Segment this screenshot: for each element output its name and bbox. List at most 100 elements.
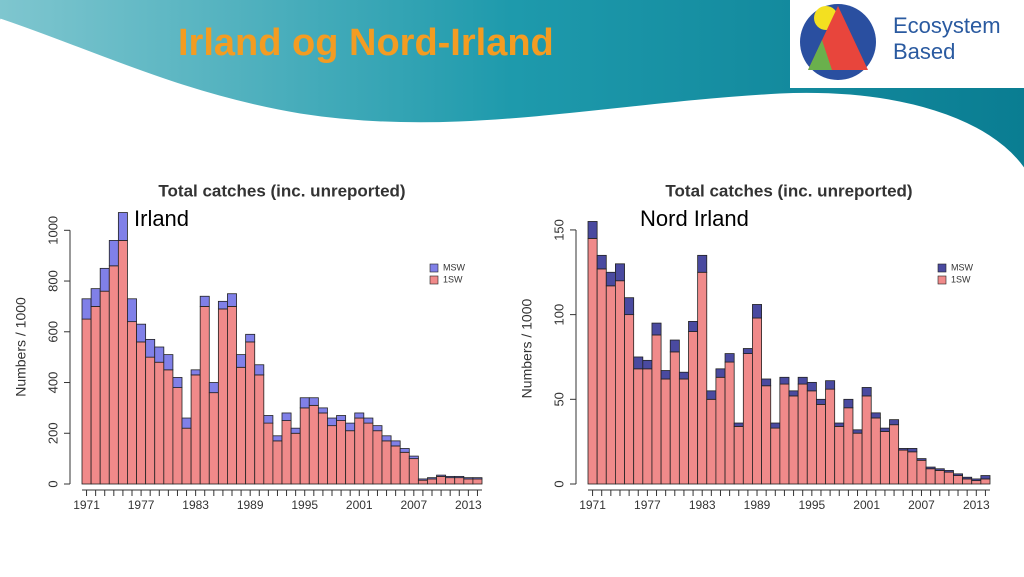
- bar-segment: [761, 385, 772, 485]
- bar-segment: [971, 480, 982, 485]
- bar-segment: [834, 426, 845, 485]
- bar-segment: [208, 392, 219, 485]
- bar-segment: [742, 348, 753, 354]
- annotation: Nord Irland: [640, 206, 749, 231]
- bar-segment: [408, 458, 419, 485]
- bar-segment: [752, 304, 762, 319]
- x-tick-label: 1989: [237, 498, 264, 512]
- bar-segment: [390, 445, 401, 485]
- bar-segment: [660, 370, 671, 380]
- logo-text: Based: [893, 39, 955, 64]
- header-curve: [0, 18, 1024, 171]
- bar-segment: [263, 415, 274, 424]
- bar-segment: [688, 331, 699, 485]
- bar-segment: [925, 466, 936, 470]
- y-tick-label: 150: [551, 219, 566, 241]
- bar-segment: [436, 474, 447, 477]
- bar-segment: [761, 378, 772, 387]
- bar-segment: [236, 366, 247, 485]
- bar-segment: [154, 361, 165, 485]
- bar-segment: [327, 425, 337, 485]
- bar-segment: [81, 298, 92, 320]
- bar-segment: [399, 448, 410, 453]
- bar-segment: [879, 431, 890, 485]
- bar-segment: [381, 440, 392, 485]
- bar-segment: [816, 398, 826, 405]
- bar-segment: [463, 477, 474, 480]
- bar-segment: [733, 426, 744, 485]
- bar-segment: [889, 424, 900, 485]
- y-tick-label: 50: [551, 392, 566, 406]
- bar-segment: [642, 359, 653, 370]
- bar-segment: [870, 412, 881, 419]
- bar-segment: [605, 271, 616, 287]
- bar-segment: [263, 422, 274, 485]
- bar-segment: [217, 300, 228, 310]
- bar-segment: [236, 354, 247, 368]
- legend-label: 1SW: [951, 274, 971, 284]
- bar-segment: [199, 306, 210, 485]
- bar-segment: [117, 212, 128, 241]
- bar-segment: [752, 317, 762, 485]
- bar-segment: [779, 383, 790, 485]
- bar-segment: [454, 477, 465, 485]
- bar-segment: [633, 356, 644, 370]
- bar-segment: [308, 397, 319, 406]
- bar-segment: [852, 432, 863, 485]
- bar-segment: [788, 390, 799, 397]
- bar-segment: [299, 407, 310, 485]
- bar-segment: [879, 427, 890, 432]
- bar-segment: [163, 354, 174, 371]
- bar-segment: [181, 417, 192, 429]
- bar-segment: [688, 320, 699, 332]
- bar-segment: [916, 458, 927, 461]
- bar-segment: [290, 432, 301, 485]
- bar-segment: [587, 238, 598, 485]
- annotation: Irland: [134, 206, 189, 231]
- bar-segment: [463, 478, 474, 485]
- bar-segment: [678, 378, 689, 485]
- bar-segment: [190, 374, 201, 485]
- bar-segment: [108, 240, 119, 267]
- bar-segment: [605, 285, 616, 485]
- legend-label: MSW: [443, 262, 466, 272]
- x-tick-label: 1971: [73, 498, 100, 512]
- bar-segment: [962, 478, 973, 485]
- bar-segment: [472, 477, 483, 480]
- bar-segment: [925, 468, 936, 485]
- bar-segment: [136, 341, 147, 485]
- bar-segment: [208, 382, 219, 394]
- bar-segment: [399, 451, 410, 485]
- chart-title: Total catches (inc. unreported): [665, 181, 912, 200]
- bar-segment: [898, 449, 909, 485]
- bar-segment: [678, 371, 689, 380]
- y-axis-label: Numbers / 1000: [519, 298, 535, 398]
- bar-segment: [299, 397, 310, 409]
- bar-segment: [779, 376, 790, 385]
- y-tick-label: 1000: [45, 216, 60, 245]
- bar-segment: [788, 395, 799, 485]
- bar-segment: [797, 383, 808, 485]
- x-tick-label: 2001: [853, 498, 880, 512]
- bar-segment: [770, 422, 781, 429]
- bar-segment: [980, 475, 991, 480]
- bar-segment: [697, 254, 708, 273]
- bar-segment: [136, 323, 147, 343]
- bar-segment: [336, 415, 347, 421]
- bar-segment: [889, 419, 900, 426]
- x-tick-label: 1977: [128, 498, 155, 512]
- bar-segment: [127, 321, 137, 485]
- bar-segment: [861, 395, 872, 485]
- bar-segment: [615, 263, 625, 282]
- bar-segment: [962, 476, 973, 480]
- bar-segment: [427, 477, 437, 480]
- bar-segment: [163, 369, 174, 485]
- y-axis-label: Numbers / 1000: [13, 297, 29, 397]
- bar-segment: [108, 265, 119, 485]
- bar-segment: [715, 368, 726, 378]
- bar-segment: [596, 268, 607, 485]
- x-tick-label: 1983: [689, 498, 716, 512]
- bar-segment: [898, 448, 909, 451]
- bar-segment: [281, 420, 292, 485]
